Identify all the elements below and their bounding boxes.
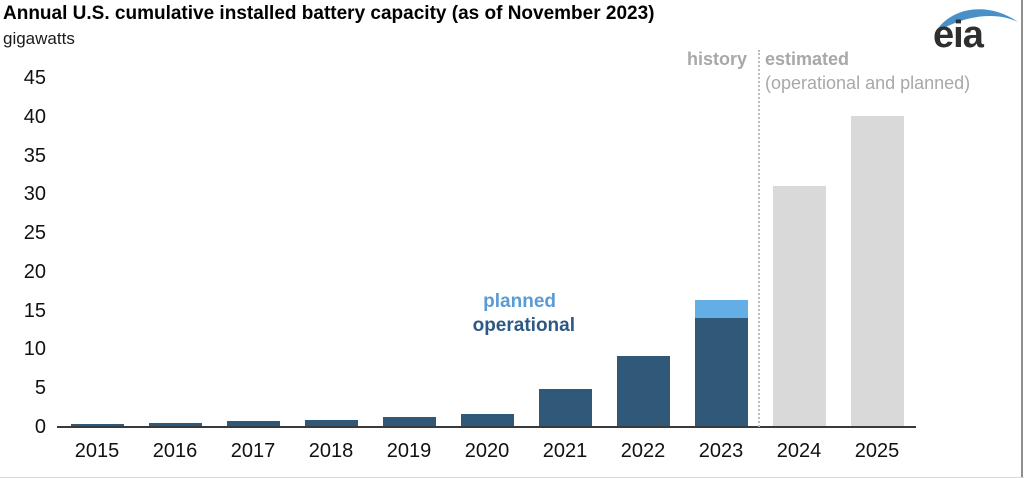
x-tick-label-2018: 2018: [308, 440, 354, 462]
y-tick-label-25: 25: [23, 222, 46, 244]
chart-title: Annual U.S. cumulative installed battery…: [3, 3, 655, 24]
y-tick-label-40: 40: [23, 106, 46, 128]
history-label: history: [686, 49, 747, 69]
operational-series-label: operational: [472, 315, 575, 336]
bar-2018-operational: [304, 420, 358, 426]
window-right-edge: [1021, 0, 1023, 478]
bar-2023-planned: [694, 300, 748, 318]
x-axis-line: [57, 426, 916, 428]
x-tick-label-2025: 2025: [854, 440, 900, 462]
x-tick-label-2021: 2021: [542, 440, 588, 462]
bar-2020-operational: [460, 414, 514, 426]
bar-2017-operational: [226, 421, 280, 426]
bar-2019-operational: [382, 417, 436, 426]
y-tick-label-20: 20: [23, 261, 46, 283]
x-tick-label-2015: 2015: [74, 440, 120, 462]
y-tick-label-10: 10: [23, 338, 46, 360]
eia-logo: eia: [933, 9, 1018, 52]
eia-logo-swoosh-icon: [935, 9, 1018, 33]
y-tick-label-30: 30: [23, 183, 46, 205]
bar-2022-operational: [616, 356, 670, 426]
y-tick-label-0: 0: [34, 416, 46, 438]
x-tick-label-2022: 2022: [620, 440, 666, 462]
planned-series-label: planned: [483, 291, 556, 312]
x-tick-label-2016: 2016: [152, 440, 198, 462]
y-tick-label-15: 15: [23, 300, 46, 322]
x-tick-label-2020: 2020: [464, 440, 510, 462]
bar-2021-operational: [538, 389, 592, 426]
x-tick-label-2017: 2017: [230, 440, 276, 462]
bar-2024-estimated: [772, 186, 826, 426]
bar-2016-operational: [148, 423, 202, 426]
chart-units-label: gigawatts: [3, 29, 75, 48]
x-tick-label-2019: 2019: [386, 440, 432, 462]
x-tick-label-2024: 2024: [776, 440, 822, 462]
estimated-label: estimated: [765, 49, 850, 69]
estimated-note-label: (operational and planned): [765, 73, 971, 93]
y-tick-label-5: 5: [34, 377, 46, 399]
y-tick-label-45: 45: [23, 67, 46, 89]
bar-2025-estimated: [850, 116, 904, 426]
x-tick-label-2023: 2023: [698, 440, 744, 462]
history-estimated-divider-line: [758, 50, 760, 427]
bar-2015-operational: [70, 424, 124, 426]
bar-2023-operational: [694, 318, 748, 426]
y-tick-label-35: 35: [23, 145, 46, 167]
eia-logo-text: eia: [933, 14, 985, 52]
